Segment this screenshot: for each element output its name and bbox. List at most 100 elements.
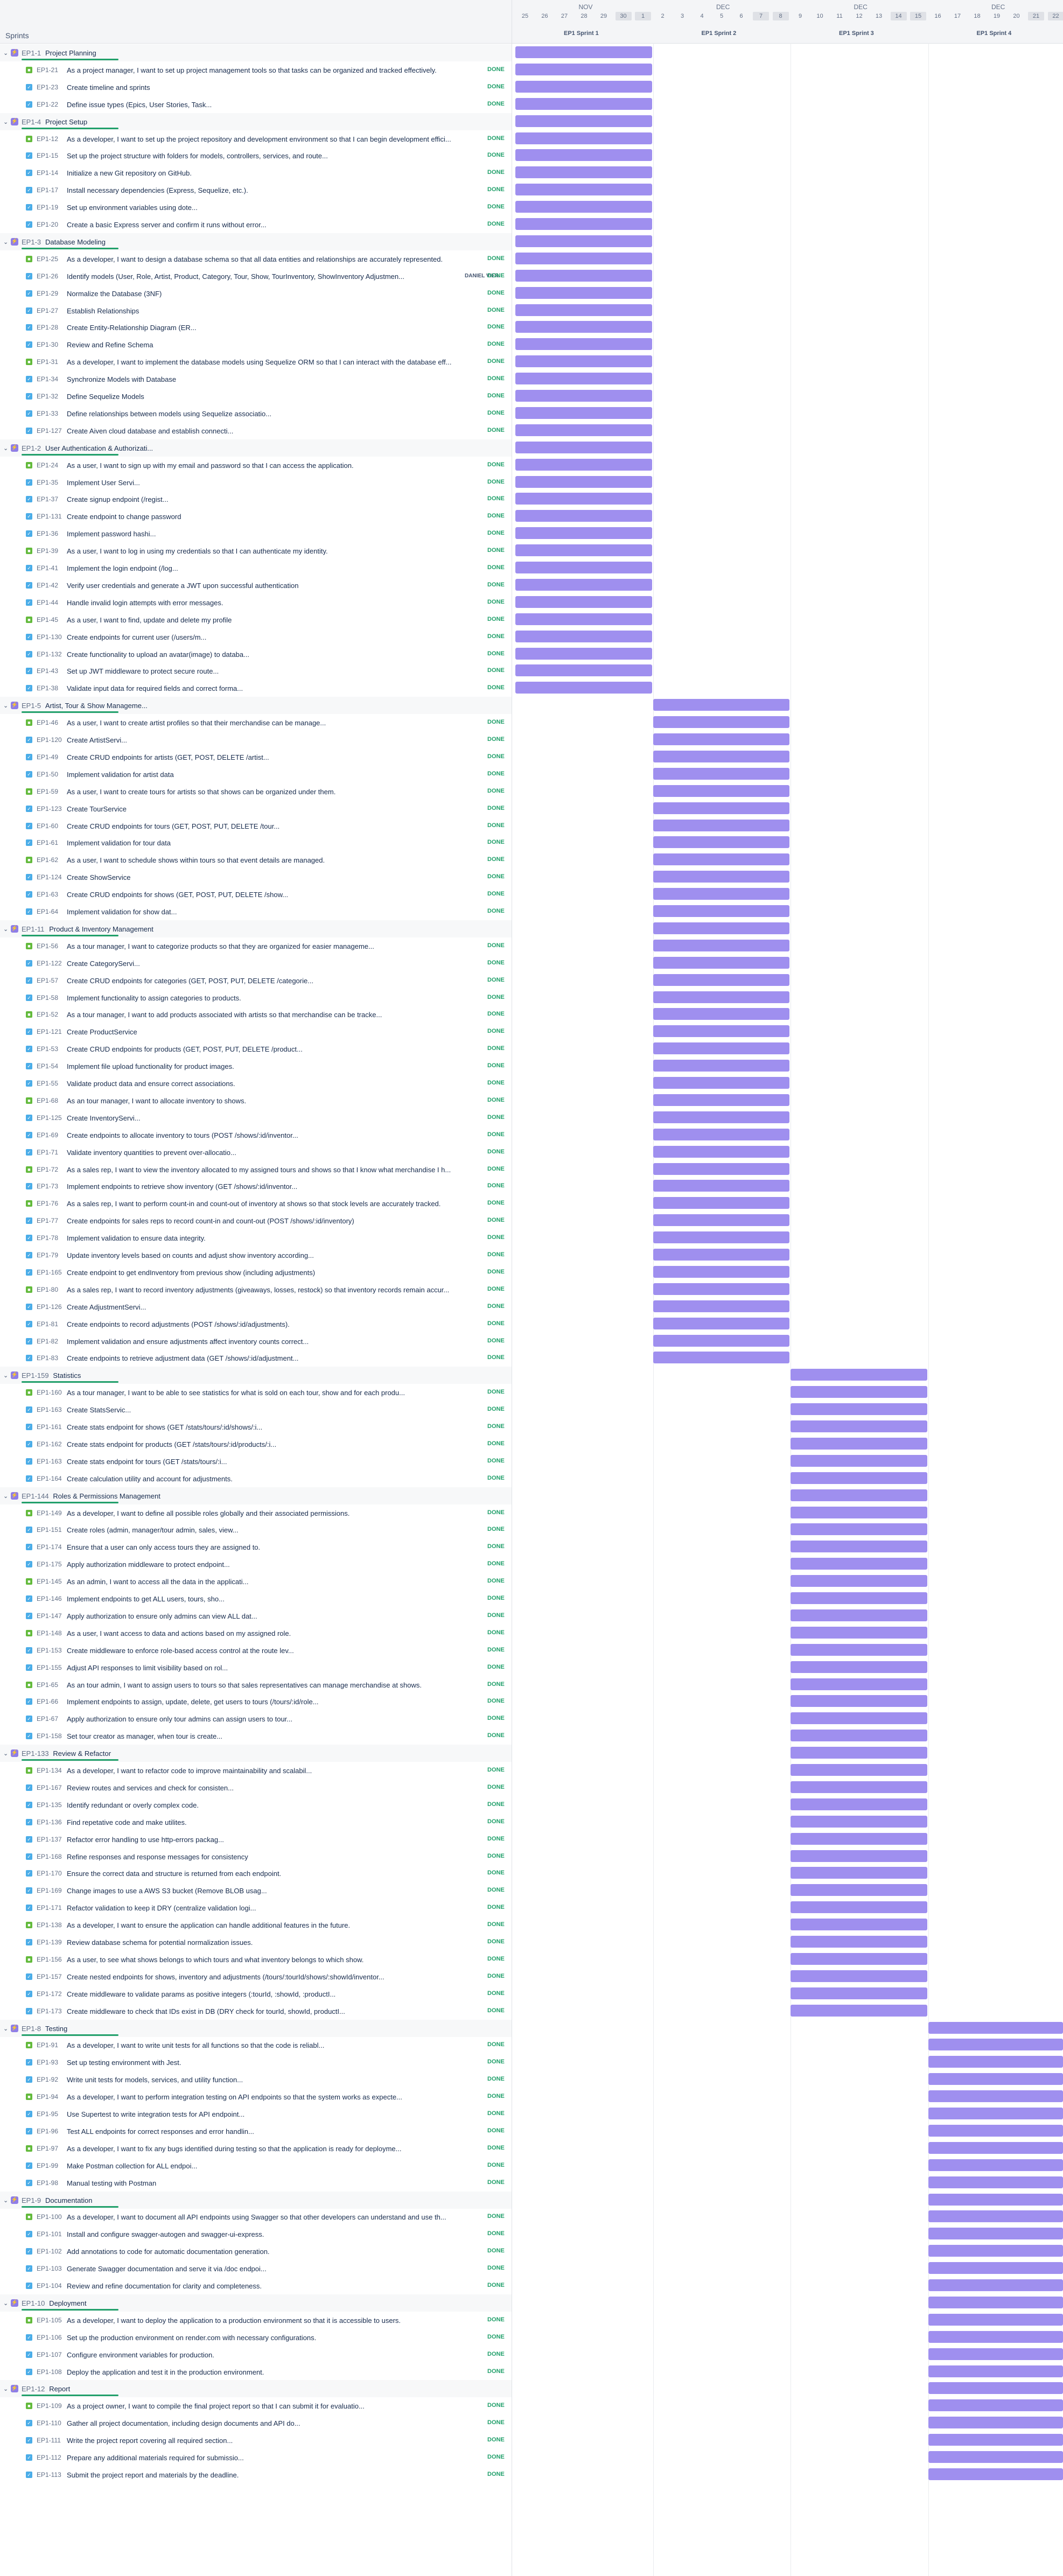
issue-summary[interactable]: Create CategoryServi... (67, 960, 140, 968)
status-badge[interactable]: DONE (487, 2007, 505, 2014)
issue-summary[interactable]: Define relationships between models usin… (67, 410, 271, 418)
status-badge[interactable]: DONE (487, 1836, 505, 1842)
sprint-bar[interactable] (653, 1129, 790, 1140)
status-badge[interactable]: DONE (487, 1234, 505, 1241)
status-badge[interactable]: DONE (487, 2230, 505, 2237)
sprint-bar[interactable] (791, 1936, 927, 1948)
sprint-bar[interactable] (515, 235, 652, 247)
issue-row[interactable]: ✓ EP1-136 Find repetative code and make ut… (0, 1814, 512, 1831)
status-badge[interactable]: DONE (487, 1973, 505, 1979)
status-badge[interactable]: DONE (487, 994, 505, 1000)
sprint-bar[interactable] (653, 1077, 790, 1089)
issue-row[interactable]: ✓ EP1-163 Create stats endpoint for tours … (0, 1453, 512, 1470)
issue-key[interactable]: EP1-76 (37, 1200, 58, 1207)
issue-row[interactable]: ✓ EP1-123 Create TourService DONE (0, 800, 512, 817)
status-badge[interactable]: DONE (487, 2093, 505, 2099)
sprint-bar[interactable] (653, 1249, 790, 1261)
sprint-bar[interactable] (791, 1575, 927, 1587)
issue-summary[interactable]: Create endpoints to retrieve adjustment … (67, 1354, 298, 1362)
epic-key[interactable]: EP1-133 (22, 1749, 49, 1758)
issue-summary[interactable]: Create signup endpoint (/regist... (67, 495, 169, 503)
status-badge[interactable]: DONE (487, 2041, 505, 2048)
status-badge[interactable]: DONE (487, 1166, 505, 1172)
sprint-bar[interactable] (791, 1661, 927, 1673)
sprint-bar[interactable] (791, 1369, 927, 1381)
issue-key[interactable]: EP1-123 (37, 805, 62, 813)
sprint-bar[interactable] (515, 476, 652, 488)
sprint-bar[interactable] (515, 355, 652, 367)
sprint-bar[interactable] (653, 1180, 790, 1192)
sprint-bar[interactable] (791, 1489, 927, 1501)
status-badge[interactable]: DONE (487, 2127, 505, 2134)
sprint-bar[interactable] (515, 201, 652, 213)
issue-summary[interactable]: Set tour creator as manager, when tour i… (67, 1732, 222, 1740)
issue-row[interactable]: ✓ EP1-78 Implement validation to ensure da… (0, 1229, 512, 1247)
issue-row[interactable]: ■ EP1-156 As a user, to see what shows bel… (0, 1951, 512, 1968)
status-badge[interactable]: DONE (487, 1045, 505, 1052)
sprint-bar[interactable] (515, 510, 652, 522)
sprint-bar[interactable] (653, 733, 790, 745)
status-badge[interactable]: DONE (487, 753, 505, 760)
issue-row[interactable]: ✓ EP1-110 Gather all project documentation… (0, 2414, 512, 2432)
issue-summary[interactable]: As a project owner, I want to compile th… (67, 2402, 365, 2410)
sprint-bar[interactable] (791, 1919, 927, 1930)
issue-row[interactable]: ■ EP1-145 As an admin, I want to access al… (0, 1573, 512, 1590)
issue-summary[interactable]: As a developer, I want to fix any bugs i… (67, 2145, 401, 2153)
issue-summary[interactable]: Define Sequelize Models (67, 393, 144, 401)
issue-summary[interactable]: Install necessary dependencies (Express,… (67, 186, 248, 194)
issue-key[interactable]: EP1-15 (37, 152, 58, 159)
issue-summary[interactable]: Test ALL endpoints for correct responses… (67, 2127, 254, 2136)
issue-key[interactable]: EP1-78 (37, 1234, 58, 1242)
status-badge[interactable]: DONE (487, 2076, 505, 2082)
issue-row[interactable]: ■ EP1-12 As a developer, I want to set up … (0, 130, 512, 148)
epic-row[interactable]: ⌄ ⚡ EP1-144 Roles & Permissions Management (0, 1487, 512, 1504)
sprint-bar[interactable] (928, 2348, 1063, 2360)
sprint-bar[interactable] (928, 2228, 1063, 2239)
sprint-bar[interactable] (653, 1008, 790, 1020)
issue-key[interactable]: EP1-24 (37, 461, 58, 469)
issue-summary[interactable]: Set up JWT middleware to protect secure … (67, 667, 219, 675)
status-badge[interactable]: DONE (487, 1269, 505, 1275)
issue-summary[interactable]: Implement validation for tour data (67, 839, 171, 847)
epic-name[interactable]: Deployment (49, 2299, 86, 2307)
status-badge[interactable]: DONE (487, 1698, 505, 1704)
issue-key[interactable]: EP1-132 (37, 650, 62, 658)
issue-summary[interactable]: Handle invalid login attempts with error… (67, 599, 223, 607)
sprint-bar[interactable] (928, 2331, 1063, 2343)
sprint-bar[interactable] (653, 940, 790, 951)
epic-key[interactable]: EP1-1 (22, 49, 41, 57)
sprint-bar[interactable] (791, 1901, 927, 1913)
status-badge[interactable]: DONE (487, 2368, 505, 2375)
issue-row[interactable]: ✓ EP1-83 Create endpoints to retrieve adju… (0, 1349, 512, 1367)
issue-row[interactable]: ✓ EP1-28 Create Entity-Relationship Diagra… (0, 319, 512, 336)
issue-row[interactable]: ✓ EP1-127 Create Aiven cloud database and … (0, 422, 512, 439)
issue-key[interactable]: EP1-73 (37, 1182, 58, 1190)
issue-key[interactable]: EP1-113 (37, 2471, 61, 2479)
issue-key[interactable]: EP1-175 (37, 1560, 62, 1568)
issue-key[interactable]: EP1-162 (37, 1440, 62, 1448)
epic-row[interactable]: ⌄ ⚡ EP1-11 Product & Inventory Management (0, 920, 512, 937)
issue-row[interactable]: ✓ EP1-173 Create middleware to check that … (0, 2003, 512, 2020)
status-badge[interactable]: DONE (487, 101, 505, 107)
issue-summary[interactable]: As a developer, I want to define all pos… (67, 1509, 349, 1517)
sprint-bar[interactable] (653, 802, 790, 814)
sprint-bar[interactable] (791, 1798, 927, 1810)
status-badge[interactable]: DONE (487, 599, 505, 605)
chevron-down-icon[interactable]: ⌄ (3, 1372, 8, 1379)
sprint-bar[interactable] (515, 304, 652, 316)
chevron-down-icon[interactable]: ⌄ (3, 1493, 8, 1500)
status-badge[interactable]: DONE (487, 1647, 505, 1653)
status-badge[interactable]: DONE (487, 393, 505, 399)
status-badge[interactable]: DONE (487, 1732, 505, 1739)
status-badge[interactable]: DONE (487, 547, 505, 554)
status-badge[interactable]: DONE (487, 564, 505, 571)
issue-key[interactable]: EP1-23 (37, 83, 58, 91)
issue-row[interactable]: ✓ EP1-29 Normalize the Database (3NF) DONE (0, 285, 512, 302)
issue-summary[interactable]: As a developer, I want to write unit tes… (67, 2041, 324, 2049)
issue-summary[interactable]: As a developer, I want to deploy the app… (67, 2316, 401, 2325)
sprint-bar[interactable] (653, 1266, 790, 1278)
status-badge[interactable]: DONE (487, 272, 505, 279)
issue-summary[interactable]: As a user, I want to find, update and de… (67, 616, 232, 624)
status-badge[interactable]: DONE (487, 2248, 505, 2254)
issue-key[interactable]: EP1-158 (37, 1732, 62, 1740)
